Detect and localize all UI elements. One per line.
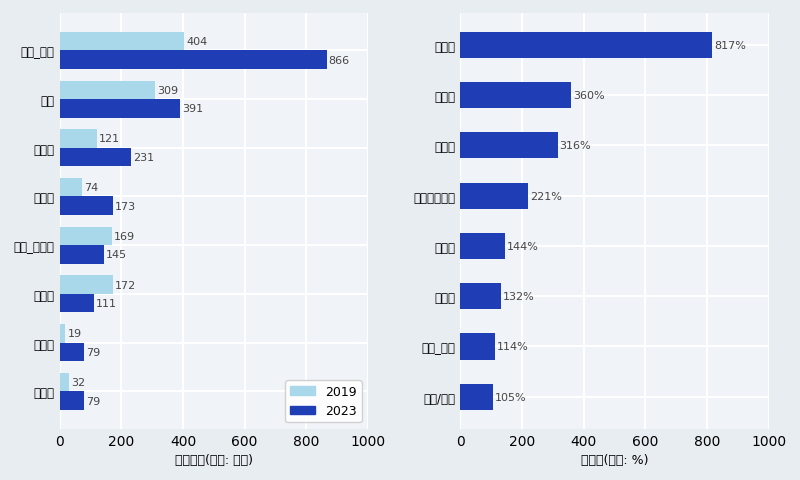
Text: 79: 79 <box>86 396 100 406</box>
Text: 360%: 360% <box>573 91 605 101</box>
X-axis label: 증감률(단위: %): 증감률(단위: %) <box>581 453 648 466</box>
Text: 144%: 144% <box>506 241 538 252</box>
Bar <box>60 100 180 118</box>
Bar <box>60 246 104 264</box>
Bar <box>60 81 155 100</box>
Text: 74: 74 <box>84 183 98 193</box>
Bar <box>460 83 571 109</box>
Bar <box>460 284 501 310</box>
Bar <box>460 334 495 360</box>
Bar <box>60 392 84 410</box>
Text: 391: 391 <box>182 104 203 114</box>
Text: 132%: 132% <box>502 291 534 301</box>
X-axis label: 이용금액(단위: 억원): 이용금액(단위: 억원) <box>175 453 253 466</box>
Bar <box>60 373 70 392</box>
Bar <box>60 227 112 246</box>
Bar <box>60 130 97 148</box>
Text: 145: 145 <box>106 250 127 260</box>
Text: 114%: 114% <box>497 342 529 352</box>
Bar <box>60 33 184 51</box>
Bar <box>60 179 82 197</box>
Bar <box>60 294 94 312</box>
Text: 309: 309 <box>157 85 178 96</box>
Text: 316%: 316% <box>559 141 591 151</box>
Bar <box>60 343 84 361</box>
Text: 173: 173 <box>115 201 136 211</box>
Text: 32: 32 <box>71 377 86 387</box>
Text: 79: 79 <box>86 347 100 357</box>
Legend: 2019, 2023: 2019, 2023 <box>285 381 362 422</box>
Text: 817%: 817% <box>714 41 746 51</box>
Bar <box>460 183 528 209</box>
Text: 121: 121 <box>98 134 120 144</box>
Bar <box>460 133 558 159</box>
Bar <box>60 51 326 70</box>
Text: 172: 172 <box>114 280 136 290</box>
Bar <box>60 197 113 216</box>
Bar <box>60 276 113 294</box>
Bar <box>460 233 505 260</box>
Bar <box>460 33 712 59</box>
Bar <box>60 324 66 343</box>
Text: 111: 111 <box>96 299 117 309</box>
Text: 19: 19 <box>67 329 82 338</box>
Text: 404: 404 <box>186 37 207 47</box>
Text: 221%: 221% <box>530 191 562 201</box>
Bar <box>460 384 493 410</box>
Text: 231: 231 <box>133 153 154 163</box>
Text: 105%: 105% <box>494 392 526 402</box>
Text: 866: 866 <box>329 55 350 65</box>
Text: 169: 169 <box>114 231 134 241</box>
Bar <box>60 148 131 167</box>
